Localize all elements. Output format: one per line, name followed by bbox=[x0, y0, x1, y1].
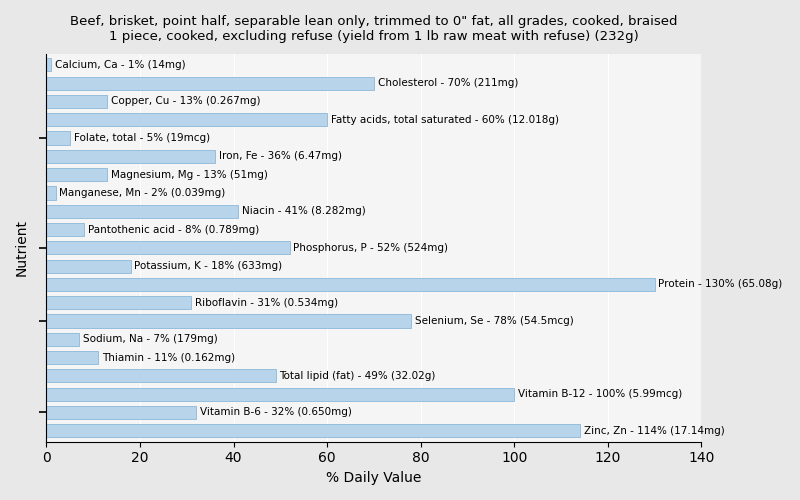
X-axis label: % Daily Value: % Daily Value bbox=[326, 471, 422, 485]
Bar bbox=[46, 186, 56, 200]
Bar bbox=[46, 95, 107, 108]
Bar bbox=[46, 314, 411, 328]
Text: Manganese, Mn - 2% (0.039mg): Manganese, Mn - 2% (0.039mg) bbox=[59, 188, 226, 198]
Text: Potassium, K - 18% (633mg): Potassium, K - 18% (633mg) bbox=[134, 261, 282, 271]
Bar bbox=[46, 241, 290, 254]
Bar bbox=[46, 332, 79, 346]
Text: Phosphorus, P - 52% (524mg): Phosphorus, P - 52% (524mg) bbox=[294, 243, 449, 253]
Text: Vitamin B-6 - 32% (0.650mg): Vitamin B-6 - 32% (0.650mg) bbox=[200, 408, 352, 418]
Text: Pantothenic acid - 8% (0.789mg): Pantothenic acid - 8% (0.789mg) bbox=[87, 224, 258, 234]
Text: Fatty acids, total saturated - 60% (12.018g): Fatty acids, total saturated - 60% (12.0… bbox=[331, 114, 559, 124]
Bar bbox=[46, 132, 70, 144]
Bar bbox=[46, 204, 238, 218]
Bar bbox=[46, 113, 327, 126]
Bar bbox=[46, 150, 215, 163]
Y-axis label: Nutrient: Nutrient bbox=[15, 220, 29, 276]
Bar bbox=[46, 406, 196, 419]
Text: Selenium, Se - 78% (54.5mcg): Selenium, Se - 78% (54.5mcg) bbox=[415, 316, 574, 326]
Text: Cholesterol - 70% (211mg): Cholesterol - 70% (211mg) bbox=[378, 78, 518, 88]
Text: Total lipid (fat) - 49% (32.02g): Total lipid (fat) - 49% (32.02g) bbox=[279, 371, 436, 381]
Text: Niacin - 41% (8.282mg): Niacin - 41% (8.282mg) bbox=[242, 206, 366, 216]
Bar bbox=[46, 388, 514, 400]
Text: Zinc, Zn - 114% (17.14mg): Zinc, Zn - 114% (17.14mg) bbox=[583, 426, 724, 436]
Bar bbox=[46, 351, 98, 364]
Text: Protein - 130% (65.08g): Protein - 130% (65.08g) bbox=[658, 280, 782, 289]
Text: Iron, Fe - 36% (6.47mg): Iron, Fe - 36% (6.47mg) bbox=[218, 152, 342, 162]
Text: Thiamin - 11% (0.162mg): Thiamin - 11% (0.162mg) bbox=[102, 352, 234, 362]
Bar bbox=[46, 58, 51, 71]
Text: Riboflavin - 31% (0.534mg): Riboflavin - 31% (0.534mg) bbox=[195, 298, 338, 308]
Text: Calcium, Ca - 1% (14mg): Calcium, Ca - 1% (14mg) bbox=[54, 60, 186, 70]
Bar bbox=[46, 278, 654, 291]
Text: Copper, Cu - 13% (0.267mg): Copper, Cu - 13% (0.267mg) bbox=[111, 96, 261, 106]
Text: Folate, total - 5% (19mcg): Folate, total - 5% (19mcg) bbox=[74, 133, 210, 143]
Title: Beef, brisket, point half, separable lean only, trimmed to 0" fat, all grades, c: Beef, brisket, point half, separable lea… bbox=[70, 15, 678, 43]
Bar bbox=[46, 424, 580, 438]
Bar bbox=[46, 296, 191, 310]
Bar bbox=[46, 370, 276, 382]
Bar bbox=[46, 260, 130, 272]
Text: Sodium, Na - 7% (179mg): Sodium, Na - 7% (179mg) bbox=[83, 334, 218, 344]
Bar bbox=[46, 76, 374, 90]
Text: Magnesium, Mg - 13% (51mg): Magnesium, Mg - 13% (51mg) bbox=[111, 170, 268, 179]
Bar bbox=[46, 223, 84, 236]
Bar bbox=[46, 168, 107, 181]
Text: Vitamin B-12 - 100% (5.99mcg): Vitamin B-12 - 100% (5.99mcg) bbox=[518, 389, 682, 399]
